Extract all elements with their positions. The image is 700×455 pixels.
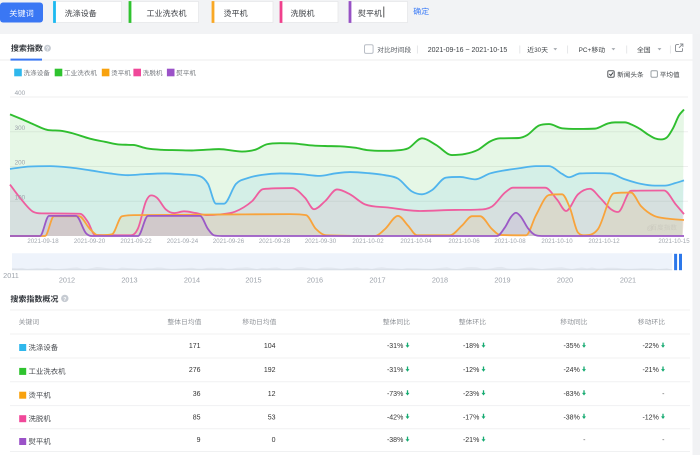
svg-text:0: 0 — [272, 437, 276, 444]
svg-text:9: 9 — [197, 437, 201, 444]
svg-text:2021-09-18: 2021-09-18 — [27, 238, 59, 245]
svg-text:-24%: -24% — [563, 367, 579, 374]
svg-text:104: 104 — [264, 343, 276, 350]
svg-text:2021-10-08: 2021-10-08 — [494, 238, 526, 245]
svg-text:2021-09-16 ~ 2021-10-15: 2021-09-16 ~ 2021-10-15 — [428, 47, 508, 54]
svg-text:-35%: -35% — [563, 343, 579, 350]
svg-text:85: 85 — [193, 414, 201, 421]
svg-text:-17%: -17% — [463, 414, 479, 421]
svg-text:-31%: -31% — [387, 367, 403, 374]
svg-text:-12%: -12% — [642, 414, 658, 421]
svg-text:2021-09-28: 2021-09-28 — [259, 238, 291, 245]
svg-text:2021-10-15: 2021-10-15 — [658, 238, 690, 245]
svg-text:-73%: -73% — [387, 391, 403, 398]
svg-text:2021: 2021 — [620, 276, 636, 285]
svg-text:12: 12 — [268, 391, 276, 398]
svg-text:2021-10-04: 2021-10-04 — [400, 238, 432, 245]
svg-text:2021-09-30: 2021-09-30 — [305, 238, 337, 245]
svg-text:2019: 2019 — [494, 276, 510, 285]
svg-text:2014: 2014 — [184, 276, 200, 285]
svg-text:-: - — [583, 437, 586, 444]
svg-text:@: @ — [647, 225, 654, 232]
svg-text:-: - — [662, 391, 665, 398]
svg-text:2021-10-10: 2021-10-10 — [541, 238, 573, 245]
svg-text:2021-10-12: 2021-10-12 — [588, 238, 620, 245]
svg-text:-12%: -12% — [463, 367, 479, 374]
svg-text:192: 192 — [264, 367, 276, 374]
svg-text:30: 30 — [534, 47, 541, 54]
svg-text:2021-09-20: 2021-09-20 — [74, 238, 106, 245]
svg-text:171: 171 — [189, 343, 201, 350]
svg-text:2018: 2018 — [432, 276, 448, 285]
svg-text:276: 276 — [189, 367, 201, 374]
svg-text:100: 100 — [15, 194, 26, 201]
svg-text:200: 200 — [15, 160, 26, 167]
svg-text:2021-10-02: 2021-10-02 — [352, 238, 384, 245]
svg-text:?: ? — [46, 47, 49, 53]
svg-text:2016: 2016 — [307, 276, 323, 285]
svg-text:2012: 2012 — [59, 276, 75, 285]
svg-text:2021-10-06: 2021-10-06 — [448, 238, 480, 245]
svg-text:-38%: -38% — [387, 437, 403, 444]
svg-text:2011: 2011 — [3, 271, 19, 280]
svg-text:300: 300 — [15, 125, 26, 132]
svg-text:2020: 2020 — [557, 276, 573, 285]
svg-text:-21%: -21% — [642, 367, 658, 374]
svg-text:2021-09-26: 2021-09-26 — [213, 238, 245, 245]
svg-text:-18%: -18% — [463, 343, 479, 350]
svg-text:-23%: -23% — [463, 391, 479, 398]
svg-text:-31%: -31% — [387, 343, 403, 350]
svg-text:2021-09-22: 2021-09-22 — [120, 238, 152, 245]
svg-text:-: - — [662, 437, 665, 444]
svg-text:-42%: -42% — [387, 414, 403, 421]
svg-text:2015: 2015 — [245, 276, 261, 285]
svg-text:?: ? — [63, 297, 66, 303]
svg-text:PC+: PC+ — [579, 47, 592, 54]
svg-text:-38%: -38% — [563, 414, 579, 421]
svg-text:53: 53 — [268, 414, 276, 421]
svg-text:36: 36 — [193, 391, 201, 398]
svg-text:-21%: -21% — [463, 437, 479, 444]
svg-text:2021-09-24: 2021-09-24 — [167, 238, 199, 245]
svg-text:400: 400 — [15, 90, 26, 97]
svg-text:2017: 2017 — [369, 276, 385, 285]
svg-text:-22%: -22% — [642, 343, 658, 350]
svg-text:2013: 2013 — [121, 276, 137, 285]
svg-text:-83%: -83% — [563, 391, 579, 398]
